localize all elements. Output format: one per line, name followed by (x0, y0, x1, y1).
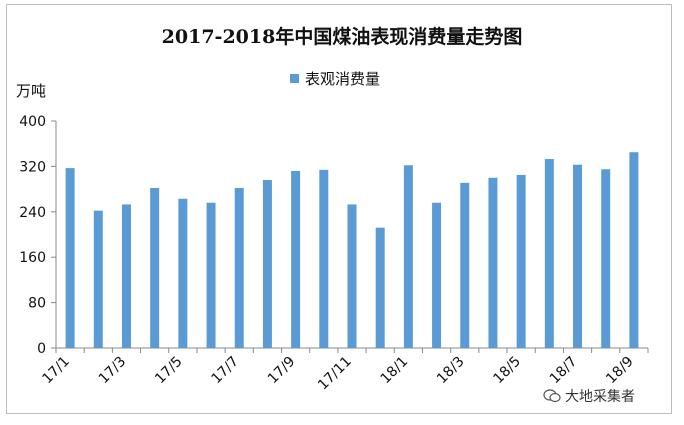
bar (93, 210, 103, 348)
watermark-text: 大地采集者 (565, 389, 635, 405)
chart-title: 2017-2018年中国煤油表现消费量走势图 (161, 26, 523, 48)
y-tick-label: 160 (19, 250, 46, 266)
wechat-icon (543, 389, 561, 403)
bar (319, 169, 329, 348)
bar (488, 177, 498, 348)
bar (291, 170, 301, 348)
bar (178, 198, 188, 348)
x-tick-label: 17/5 (152, 354, 186, 388)
bar (234, 187, 244, 348)
y-axis-unit-label: 万吨 (16, 82, 47, 100)
x-tick-label: 17/1 (39, 354, 73, 388)
x-tick-label: 18/1 (378, 354, 412, 388)
x-tick-label: 17/3 (96, 354, 130, 388)
bar (375, 227, 385, 348)
bar (262, 180, 272, 348)
x-tick-label: 18/5 (490, 354, 524, 388)
x-tick-label: 17/9 (265, 354, 299, 388)
y-tick-label: 80 (28, 296, 46, 312)
bar (347, 204, 357, 348)
bar (150, 187, 160, 348)
chart-legend: 表观消费量 (290, 68, 380, 89)
bar (65, 168, 75, 348)
x-tick-label: 17/7 (209, 354, 243, 388)
bar (544, 159, 554, 348)
x-tick-label: 17/11 (315, 354, 355, 394)
bar (573, 164, 583, 348)
bar (432, 202, 442, 348)
x-tick-label: 18/9 (603, 354, 637, 388)
watermark: 大地采集者 (543, 386, 635, 406)
x-tick-label: 18/7 (547, 354, 581, 388)
y-tick-label: 400 (19, 114, 46, 130)
x-tick-label: 18/3 (434, 354, 468, 388)
chart-frame (6, 4, 672, 414)
y-tick-label: 320 (19, 159, 46, 175)
legend-label: 表观消费量 (305, 70, 381, 88)
bar (403, 165, 413, 348)
y-tick-label: 240 (19, 205, 46, 221)
bar (516, 174, 526, 348)
bar (121, 204, 131, 348)
bar (460, 182, 470, 348)
bar (629, 152, 639, 348)
bar (206, 202, 216, 348)
y-tick-label: 0 (37, 341, 46, 357)
legend-swatch (290, 74, 299, 83)
bar (601, 169, 611, 348)
